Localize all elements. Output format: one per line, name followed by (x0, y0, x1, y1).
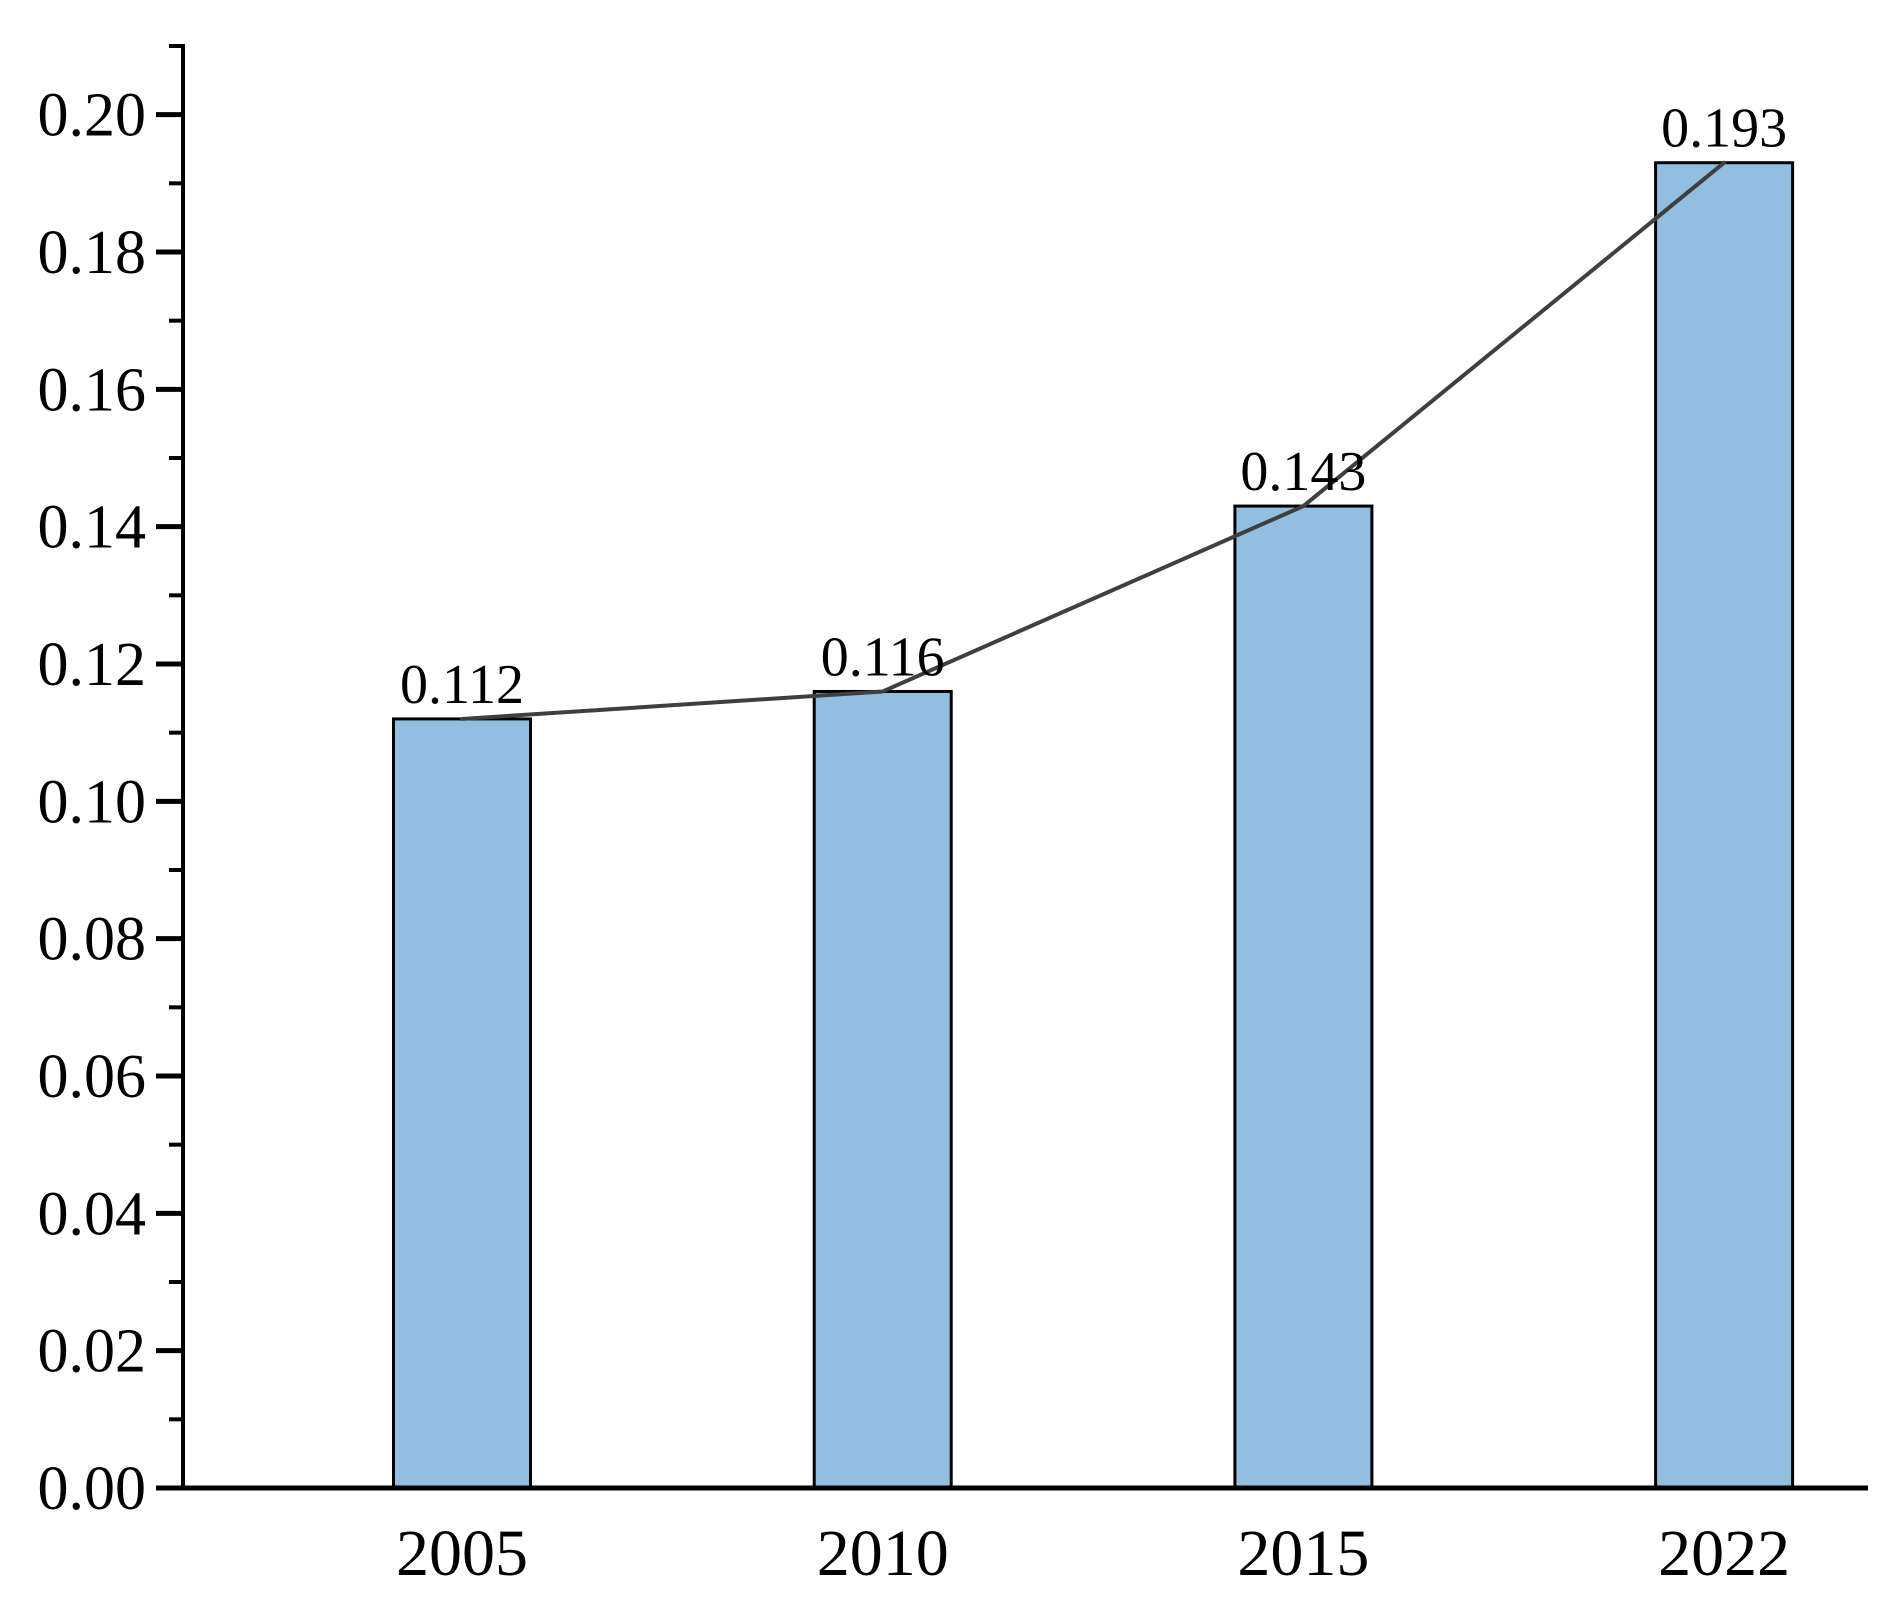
y-tick-label: 0.06 (38, 1043, 147, 1111)
y-tick-label: 0.14 (38, 494, 147, 562)
bar-value-label: 0.193 (1661, 98, 1787, 160)
x-category-label: 2022 (1658, 1517, 1790, 1590)
bar-value-label: 0.116 (821, 626, 945, 688)
x-category-label: 2005 (396, 1517, 528, 1590)
y-tick-label: 0.20 (38, 82, 147, 150)
bar-2010 (812, 689, 953, 1490)
trend-line (460, 160, 1727, 721)
y-tick-label: 0.16 (38, 356, 147, 424)
bar-value-label: 0.112 (400, 654, 524, 716)
y-tick-label: 0.02 (38, 1318, 147, 1386)
bar-2015 (1233, 504, 1374, 1490)
bar-2005 (392, 717, 532, 1490)
y-tick-label: 0.08 (38, 906, 147, 974)
bar-value-label: 0.143 (1240, 441, 1366, 503)
x-category-label: 2015 (1237, 1517, 1369, 1590)
x-category-label: 2010 (817, 1517, 949, 1590)
y-tick-label: 0.12 (38, 631, 147, 699)
y-tick-label: 0.00 (38, 1455, 147, 1523)
y-tick-label: 0.18 (38, 219, 147, 287)
y-tick-label: 0.04 (38, 1180, 147, 1248)
bar-2022 (1654, 161, 1795, 1490)
y-tick-label: 0.10 (38, 768, 147, 836)
